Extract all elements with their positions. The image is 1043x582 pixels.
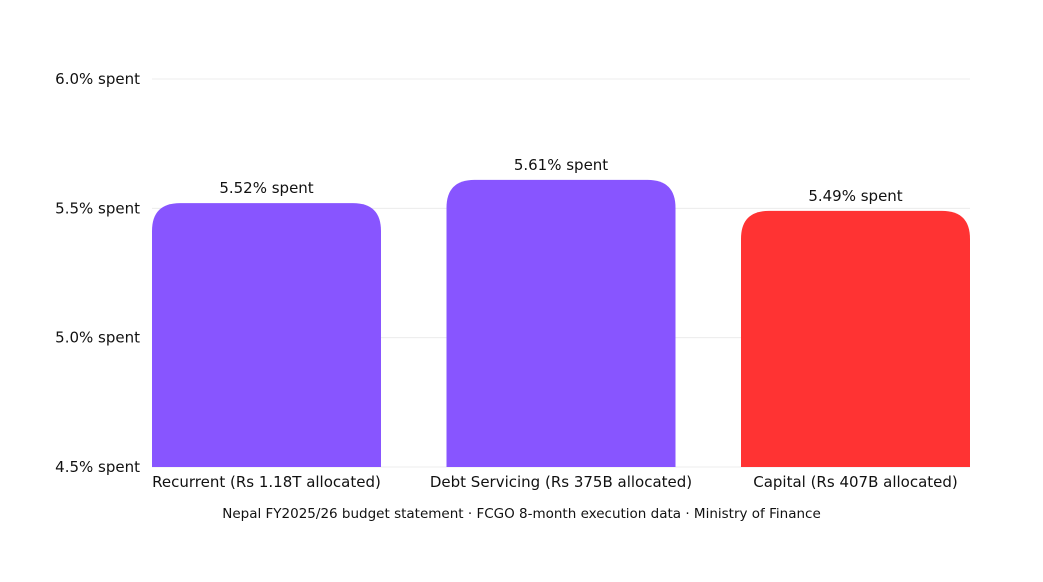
data-label: 5.61% spent: [514, 156, 608, 174]
y-tick-label: 5.0% spent: [55, 329, 140, 347]
chart-caption: Nepal FY2025/26 budget statement · FCGO …: [222, 506, 821, 522]
x-tick-label: Recurrent (Rs 1.18T allocated): [152, 473, 381, 491]
data-label: 5.52% spent: [219, 179, 313, 197]
bar: [152, 203, 381, 467]
y-tick-label: 4.5% spent: [55, 458, 140, 476]
y-tick-label: 5.5% spent: [55, 199, 140, 217]
x-tick-label: Debt Servicing (Rs 375B allocated): [430, 473, 692, 491]
bar: [741, 210, 970, 468]
bar: [446, 179, 676, 467]
data-label: 5.49% spent: [808, 187, 902, 205]
x-tick-label: Capital (Rs 407B allocated): [753, 473, 958, 491]
y-tick-label: 6.0% spent: [55, 70, 140, 88]
